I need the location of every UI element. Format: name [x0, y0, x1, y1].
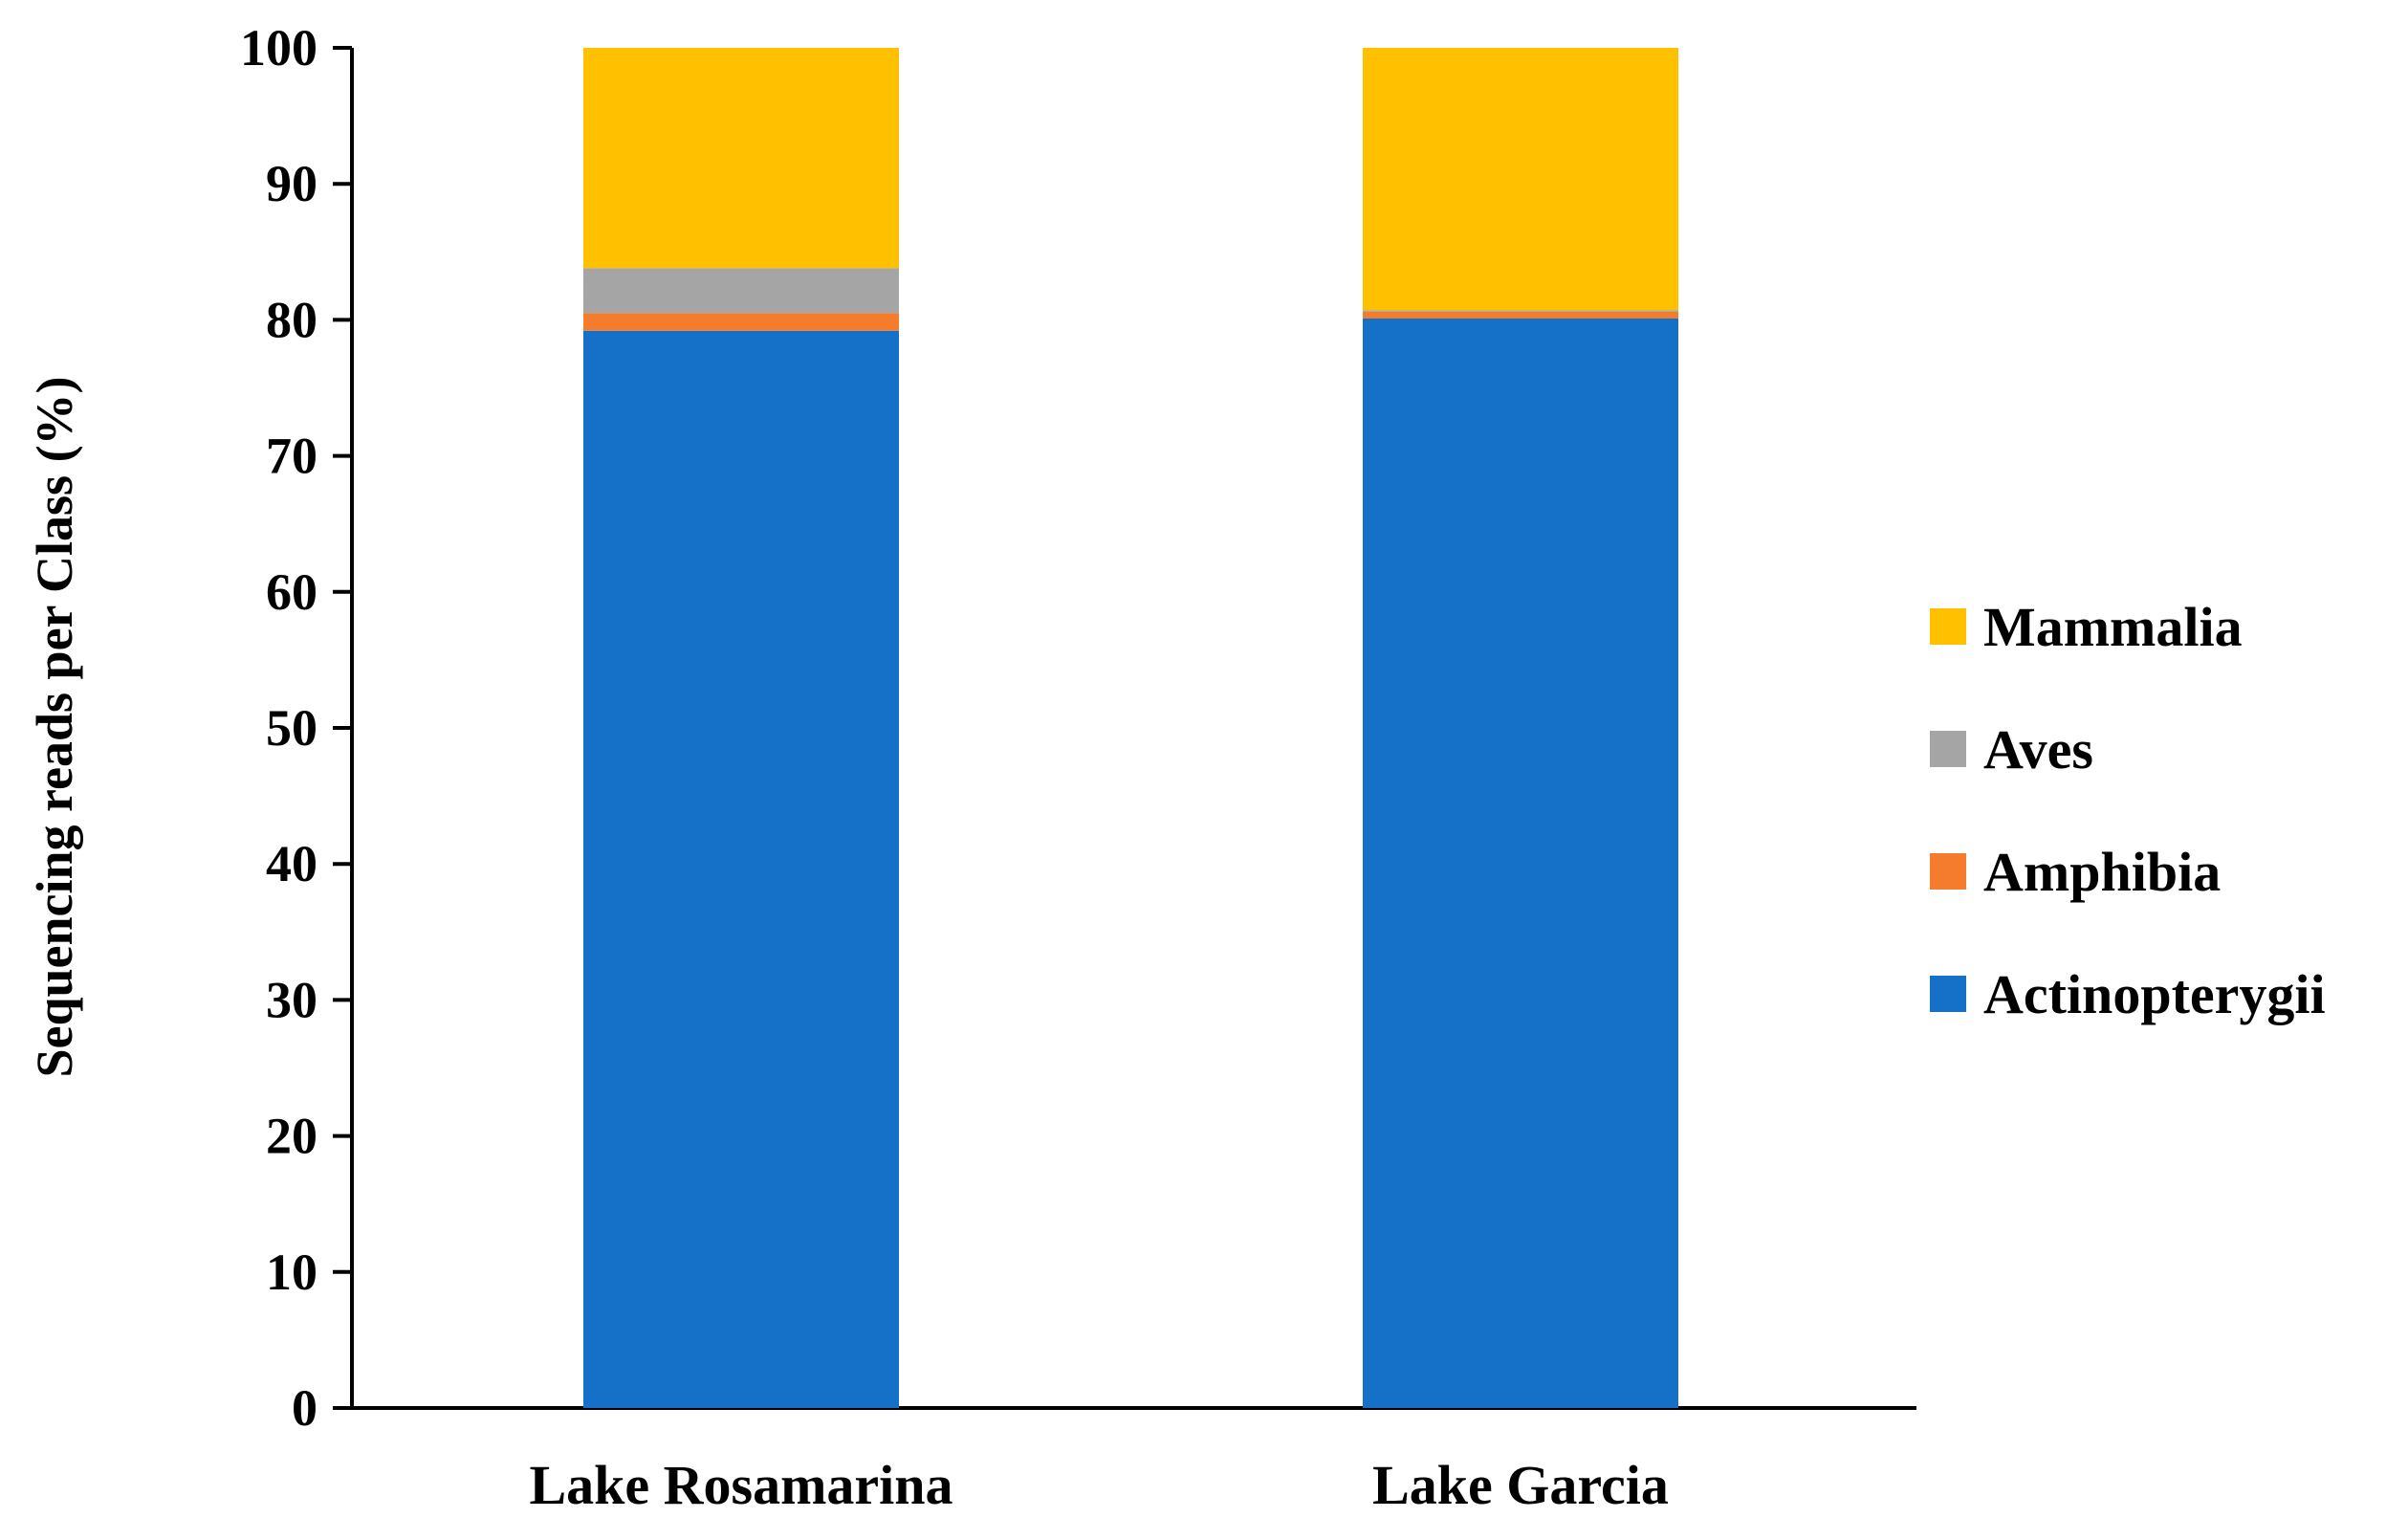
y-axis-title: Sequencing reads per Class (%) [26, 376, 83, 1077]
legend-swatch-amphibia [1930, 853, 1966, 890]
bars [583, 48, 1678, 1408]
bar-segment-aves [583, 268, 899, 314]
y-tick-label: 100 [240, 19, 317, 77]
y-tick-label: 70 [266, 428, 317, 485]
y-axis: 0 10 20 30 40 50 60 70 80 90 100 [240, 19, 354, 1437]
y-tick-label: 0 [292, 1379, 317, 1437]
legend-swatch-aves [1930, 731, 1966, 767]
bar-segment-actinopterygii [583, 330, 899, 1408]
legend-label-mammalia: Mammalia [1983, 596, 2243, 658]
bar-segment-aves [1363, 310, 1678, 312]
legend-swatch-mammalia [1930, 608, 1966, 645]
y-tick-label: 20 [266, 1108, 317, 1165]
legend-label-amphibia: Amphibia [1983, 841, 2221, 903]
legend-label-actinopterygii: Actinopterygii [1983, 963, 2326, 1025]
legend: Mammalia Aves Amphibia Actinopterygii [1930, 596, 2326, 1025]
bar-segment-actinopterygii [1363, 318, 1678, 1408]
bar-segment-amphibia [1363, 311, 1678, 319]
legend-label-aves: Aves [1983, 718, 2093, 781]
x-category-label: Lake Rosamarina [529, 1454, 952, 1516]
y-tick-label: 30 [266, 971, 317, 1028]
y-tick-label: 90 [266, 155, 317, 212]
y-tick-label: 50 [266, 699, 317, 757]
x-axis: Lake Rosamarina Lake Garcia [350, 1406, 1916, 1516]
x-category-label: Lake Garcia [1372, 1454, 1669, 1516]
y-tick-label: 40 [266, 835, 317, 892]
bar-segment-mammalia [583, 48, 899, 269]
y-tick-label: 60 [266, 563, 317, 621]
y-tick-label: 80 [266, 291, 317, 348]
bar-segment-mammalia [1363, 48, 1678, 311]
legend-swatch-actinopterygii [1930, 976, 1966, 1012]
bar-segment-amphibia [583, 313, 899, 331]
y-tick-label: 10 [266, 1243, 317, 1301]
